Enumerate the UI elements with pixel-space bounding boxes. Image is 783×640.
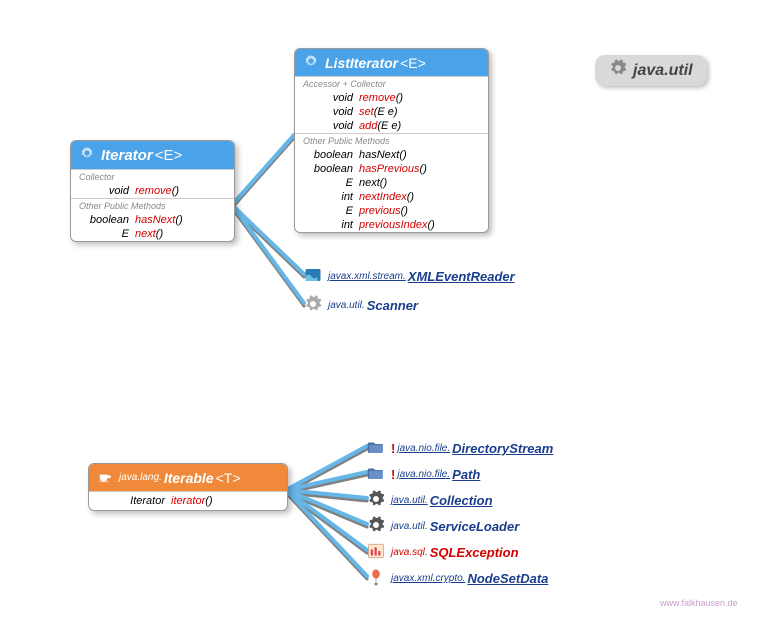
gear-icon bbox=[303, 53, 319, 72]
iterable-ref: java.util.Collection bbox=[367, 490, 495, 511]
gear-icon bbox=[609, 59, 627, 82]
bang-icon: ! bbox=[391, 467, 395, 482]
ref-package: javax.xml.stream. bbox=[328, 271, 406, 282]
method-row: int previousIndex () bbox=[295, 218, 488, 232]
section-label: Other Public Methods bbox=[71, 198, 234, 213]
iterable-ref: java.util.ServiceLoader bbox=[367, 516, 521, 537]
ref-package: javax.xml.crypto. bbox=[391, 573, 465, 584]
gear-dark-icon bbox=[367, 516, 385, 537]
listiterator-title: ListIterator bbox=[325, 55, 398, 71]
iterable-title: Iterable bbox=[164, 470, 214, 486]
gear-icon bbox=[79, 145, 95, 165]
iterator-title: Iterator bbox=[101, 147, 153, 164]
ref-classname: XMLEventReader bbox=[408, 269, 515, 284]
iterable-ref: java.sql.SQLException bbox=[367, 542, 519, 563]
iterable-ref: !java.nio.file.Path bbox=[367, 464, 480, 485]
ref-classname: NodeSetData bbox=[467, 571, 548, 586]
gear-dark-icon bbox=[367, 490, 385, 511]
iterator-class-box: Iterator <E> Collector void remove () Ot… bbox=[70, 140, 235, 242]
section-label: Accessor + Collector bbox=[295, 76, 488, 91]
method-row: boolean hasNext () bbox=[71, 213, 234, 227]
bang-icon: ! bbox=[391, 441, 395, 456]
ref-classname: ServiceLoader bbox=[430, 519, 520, 534]
listiterator-generic: <E> bbox=[400, 55, 426, 71]
ref-classname: Path bbox=[452, 467, 480, 482]
iterable-ref: !java.nio.file.DirectoryStream bbox=[367, 438, 555, 459]
ref-package: java.util. bbox=[391, 495, 428, 506]
ref-package: java.util. bbox=[391, 521, 428, 532]
balloon-icon bbox=[367, 568, 385, 589]
iterator-generic: <E> bbox=[155, 147, 183, 164]
ref-classname: Scanner bbox=[367, 298, 418, 313]
package-badge: java.util bbox=[595, 55, 707, 86]
method-row: E next () bbox=[71, 227, 234, 241]
iterable-class-box: java.lang. Iterable <T> Iterator iterato… bbox=[88, 463, 288, 511]
method-row: E previous () bbox=[295, 204, 488, 218]
ref-package: java.util. bbox=[328, 300, 365, 311]
method-row: boolean hasNext () bbox=[295, 148, 488, 162]
wave-icon bbox=[304, 266, 322, 287]
iterator-ref: javax.xml.stream.XMLEventReader bbox=[304, 266, 515, 287]
method-row: E next () bbox=[295, 176, 488, 190]
method-row: void remove () bbox=[295, 91, 488, 105]
section-label: Collector bbox=[71, 169, 234, 184]
iterable-ref: javax.xml.crypto.NodeSetData bbox=[367, 568, 548, 589]
listiterator-header: ListIterator <E> bbox=[295, 49, 488, 76]
iterator-header: Iterator <E> bbox=[71, 141, 234, 169]
ref-package: java.nio.file. bbox=[397, 443, 450, 454]
folder-icon bbox=[367, 438, 385, 459]
ref-classname: Collection bbox=[430, 493, 493, 508]
bars-icon bbox=[367, 542, 385, 563]
method-row: void add (E e) bbox=[295, 119, 488, 133]
folder-icon bbox=[367, 464, 385, 485]
ref-package: java.sql. bbox=[391, 547, 428, 558]
method-row: boolean hasPrevious () bbox=[295, 162, 488, 176]
method-row: void set (E e) bbox=[295, 105, 488, 119]
gear-light-icon bbox=[304, 295, 322, 316]
listiterator-class-box: ListIterator <E> Accessor + Collector vo… bbox=[294, 48, 489, 233]
cup-icon bbox=[97, 468, 113, 487]
ref-classname: DirectoryStream bbox=[452, 441, 553, 456]
method-row: int nextIndex () bbox=[295, 190, 488, 204]
watermark: www.falkhausen.de bbox=[660, 598, 738, 608]
ref-package: java.nio.file. bbox=[397, 469, 450, 480]
iterable-generic: <T> bbox=[216, 470, 241, 486]
package-label: java.util bbox=[633, 62, 693, 80]
section-label: Other Public Methods bbox=[295, 133, 488, 148]
ref-classname: SQLException bbox=[430, 545, 519, 560]
iterator-ref: java.util.Scanner bbox=[304, 295, 418, 316]
iterable-pkg: java.lang. bbox=[119, 472, 162, 483]
method-row: Iterator iterator () bbox=[89, 491, 287, 510]
method-row: void remove () bbox=[71, 184, 234, 198]
iterable-header: java.lang. Iterable <T> bbox=[89, 464, 287, 491]
